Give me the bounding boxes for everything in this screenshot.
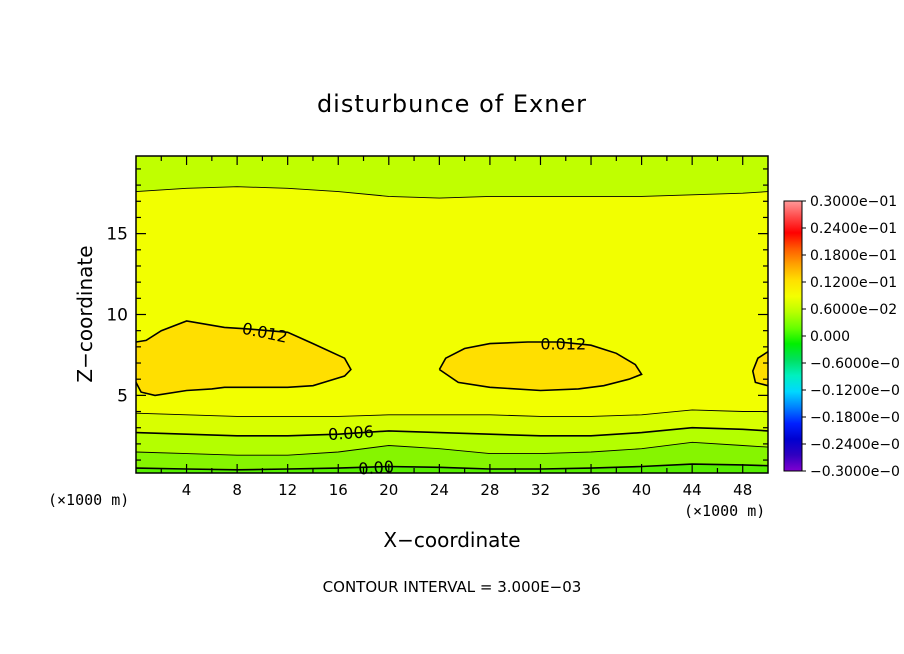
y-tick-label: 10 xyxy=(106,306,128,326)
colorbar-label: −0.1800e−0 xyxy=(810,410,900,426)
heatmap-field xyxy=(136,156,768,473)
band-0003 xyxy=(136,442,768,473)
colorbar-label: −0.6000e−0 xyxy=(810,356,900,372)
x-tick-label: 8 xyxy=(232,481,242,499)
contour-line xyxy=(751,351,768,387)
contour-label: 0.012 xyxy=(540,335,586,354)
x-tick-labels: 4 8 12 16 20 24 28 32 36 40 44 48 xyxy=(182,481,752,499)
colorbar-label: 0.000 xyxy=(810,329,850,345)
x-axis-label: X−coordinate xyxy=(383,528,520,552)
x-unit-left: (×1000 m) xyxy=(48,491,129,509)
colorbar-label: 0.1800e−01 xyxy=(810,248,897,264)
band-top xyxy=(136,156,768,199)
chart-title: disturbunce of Exner xyxy=(317,90,587,118)
warm-core-center xyxy=(439,342,642,391)
colorbar-label: 0.2400e−01 xyxy=(810,221,897,237)
y-tick-label: 15 xyxy=(106,225,128,245)
contour-line xyxy=(136,426,768,437)
colorbar-ticks xyxy=(802,200,806,472)
colorbar-label: −0.2400e−0 xyxy=(810,437,900,453)
contour-lines xyxy=(136,186,768,471)
x-tick-label: 12 xyxy=(278,481,297,499)
contour-line xyxy=(136,409,768,417)
contour-line xyxy=(136,320,352,397)
band-0000 xyxy=(136,464,768,473)
x-tick-label: 44 xyxy=(683,481,702,499)
x-tick-label: 48 xyxy=(733,481,752,499)
colorbar xyxy=(783,200,803,472)
contour-interval-note: CONTOUR INTERVAL = 3.000E−03 xyxy=(323,578,582,596)
x-tick-label: 16 xyxy=(329,481,348,499)
colorbar-label: 0.6000e−02 xyxy=(810,302,897,318)
x-unit-right: (×1000 m) xyxy=(684,502,765,520)
x-tick-label: 24 xyxy=(430,481,449,499)
warm-core-left xyxy=(136,321,351,396)
contour-line xyxy=(438,341,643,392)
x-tick-label: 32 xyxy=(531,481,550,499)
colorbar-label: −0.3000e−0 xyxy=(810,464,900,480)
x-tick-label: 40 xyxy=(632,481,651,499)
contour-line xyxy=(136,186,768,199)
axis-ticks xyxy=(136,156,768,473)
x-tick-label: 36 xyxy=(581,481,600,499)
warm-core-right xyxy=(752,351,768,386)
x-tick-label: 4 xyxy=(182,481,192,499)
colorbar-label: 0.3000e−01 xyxy=(810,194,897,210)
x-tick-label: 28 xyxy=(480,481,499,499)
colorbar-label: 0.1200e−01 xyxy=(810,275,897,291)
colorbar-labels: 0.3000e−01 0.2400e−01 0.1800e−01 0.1200e−01… xyxy=(810,194,900,480)
y-tick-labels: 5 10 15 xyxy=(106,225,128,407)
y-axis-label: Z−coordinate xyxy=(73,245,97,382)
x-tick-label: 20 xyxy=(379,481,398,499)
y-tick-label: 5 xyxy=(117,386,128,406)
contour-label: 0.006 xyxy=(327,422,374,444)
colorbar-label: −0.1200e−0 xyxy=(810,383,900,399)
contour-line xyxy=(136,441,768,456)
